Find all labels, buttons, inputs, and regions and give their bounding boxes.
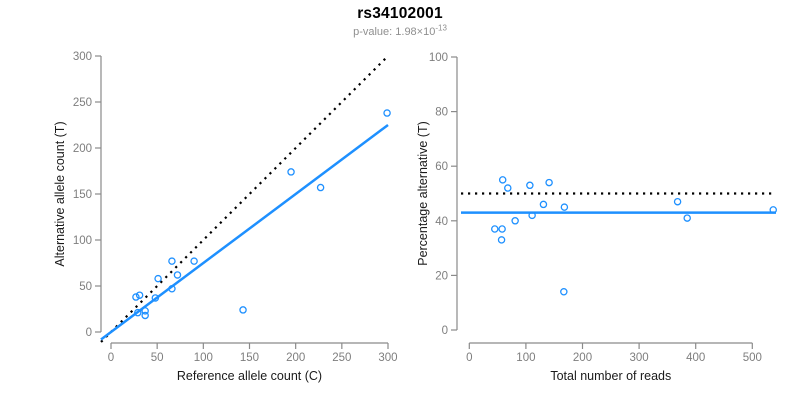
x-tick-label: 250	[332, 352, 351, 364]
plot-subtitle: p-value: 1.98×10-13	[0, 23, 800, 38]
y-tick-label: 80	[435, 107, 448, 119]
data-point	[239, 306, 247, 314]
data-point	[511, 217, 519, 225]
data-point	[769, 206, 777, 214]
data-point	[683, 214, 691, 222]
x-tick-label: 0	[466, 352, 472, 364]
data-point	[287, 168, 295, 176]
y-tick-label: 100	[73, 235, 92, 247]
data-point	[134, 308, 142, 317]
data-point	[168, 285, 176, 293]
x-tick-label: 150	[240, 352, 259, 364]
x-tick-label: 200	[286, 352, 305, 364]
y-tick-label: 60	[435, 161, 448, 173]
x-tick-label: 0	[108, 352, 114, 364]
data-point	[498, 225, 506, 233]
data-point	[135, 291, 144, 299]
data-point	[190, 257, 198, 265]
data-point	[132, 293, 140, 301]
y-tick-label: 50	[79, 281, 92, 293]
data-point	[154, 274, 162, 283]
data-point	[316, 183, 325, 192]
x-tick-label: 50	[151, 352, 164, 364]
y-tick-label: 100	[429, 52, 448, 64]
plot-percentage-vs-reads: 0 100 200 300 400 500 0 20 40 60 80 100 Total number…	[416, 52, 777, 383]
pvalue-exponent: -13	[435, 23, 447, 33]
pvalue-text: p-value: 1.98×10	[353, 26, 436, 38]
data-point	[560, 203, 569, 211]
x-tick-label: 500	[743, 352, 762, 364]
data-point	[151, 294, 160, 302]
expected-1to1-line	[100, 55, 389, 343]
y-tick-label: 0	[86, 327, 92, 339]
data-point	[560, 288, 568, 296]
y-axis-title: Alternative allele count (T)	[53, 121, 67, 266]
data-point	[545, 178, 553, 187]
plot-allele-counts: 0 50 100 150 200 250 300 0 50 100 150 200 250 300 Refe…	[53, 51, 398, 383]
data-point	[528, 211, 536, 220]
x-tick-label: 200	[573, 352, 592, 364]
y-tick-label: 40	[435, 216, 448, 228]
data-point	[673, 197, 682, 206]
y-axis-title: Percentage alternative (T)	[416, 121, 430, 266]
data-point	[141, 311, 149, 320]
plot-title: rs34102001	[357, 5, 443, 22]
y-tick-label: 300	[73, 51, 92, 63]
data-point	[383, 109, 391, 117]
y-tick-label: 150	[73, 189, 92, 201]
x-tick-label: 300	[378, 352, 397, 364]
data-point	[498, 176, 507, 184]
x-axis-title: Total number of reads	[550, 369, 671, 383]
data-point	[168, 257, 176, 265]
y-tick-label: 200	[73, 143, 92, 155]
data-point	[497, 236, 506, 244]
data-point	[504, 184, 512, 192]
data-point	[526, 181, 534, 190]
data-point	[491, 225, 499, 233]
data-point	[141, 307, 149, 315]
data-point	[173, 271, 182, 279]
fitted-ratio-line	[100, 123, 389, 341]
y-tick-label: 20	[435, 270, 448, 282]
x-tick-label: 300	[630, 352, 649, 364]
y-tick-label: 0	[442, 325, 448, 337]
data-point	[539, 200, 548, 209]
x-tick-label: 400	[686, 352, 705, 364]
x-tick-label: 100	[516, 352, 535, 364]
x-axis-title: Reference allele count (C)	[177, 369, 322, 383]
y-tick-label: 250	[73, 97, 92, 109]
x-tick-label: 100	[194, 352, 213, 364]
